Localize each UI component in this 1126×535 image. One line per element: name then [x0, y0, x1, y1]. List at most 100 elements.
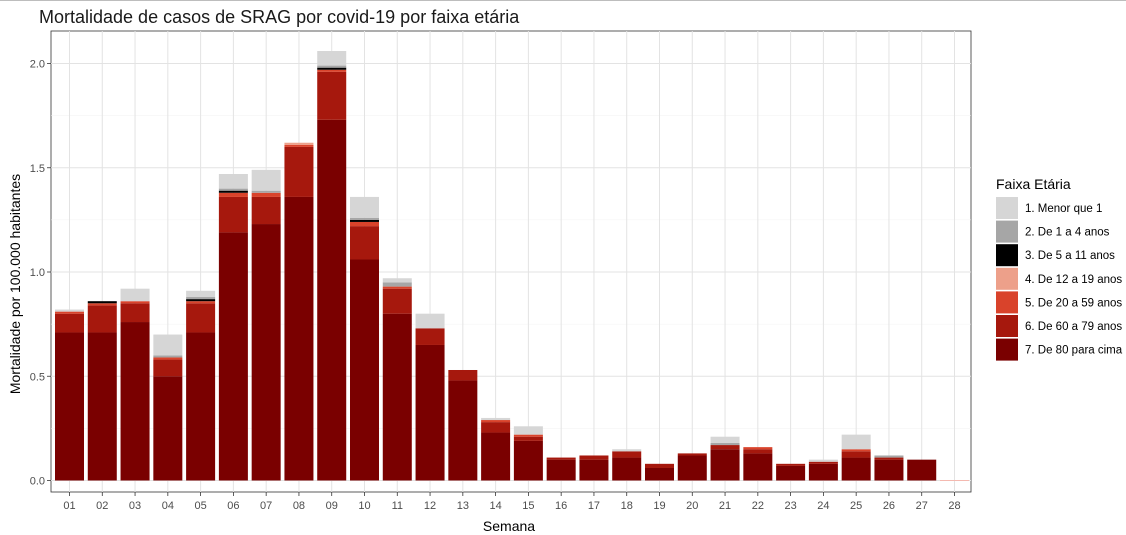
- bar-segment: [481, 420, 511, 423]
- bar-segment: [350, 226, 379, 260]
- y-tick-label: 2.0: [30, 59, 45, 71]
- x-tick-label: 17: [588, 500, 600, 512]
- legend-swatch: [996, 244, 1018, 267]
- bar-segment: [612, 451, 642, 458]
- bar-segment: [120, 301, 150, 304]
- legend-swatch: [996, 267, 1018, 290]
- bar-segment: [808, 459, 838, 462]
- legend-swatch: [996, 197, 1018, 219]
- bar-segment: [218, 192, 248, 197]
- top-rule: [0, 0, 1126, 1]
- bar-segment: [120, 303, 150, 323]
- x-tick-label: 04: [162, 500, 174, 512]
- legend-label: 5. De 20 a 59 anos: [1025, 297, 1122, 309]
- x-tick-label: 11: [392, 500, 403, 512]
- bar-segment: [874, 457, 904, 460]
- bar-segment: [317, 50, 347, 66]
- bar-segment: [87, 332, 117, 481]
- bar-segment: [186, 297, 216, 300]
- bar-segment: [87, 303, 117, 306]
- bar-segment: [55, 311, 84, 314]
- bar-segment: [251, 169, 281, 191]
- x-tick-label: 19: [653, 500, 665, 512]
- x-tick-label: 18: [621, 500, 633, 512]
- x-tick-label: 23: [784, 500, 796, 512]
- x-axis-title: Semana: [483, 518, 535, 534]
- bar-segment: [317, 69, 347, 72]
- bar-segment: [841, 434, 871, 450]
- x-tick-label: 01: [63, 500, 75, 512]
- bar-segment: [645, 463, 674, 468]
- bar-segment: [382, 282, 412, 287]
- bar-segment: [382, 278, 412, 283]
- x-tick-label: 21: [719, 500, 731, 512]
- legend-swatch: [996, 338, 1018, 361]
- bar-segment: [481, 417, 511, 421]
- bar-segment: [513, 434, 543, 437]
- bar-segment: [710, 436, 740, 443]
- bar-segment: [55, 309, 84, 312]
- x-tick-label: 07: [260, 500, 272, 512]
- bar-segment: [218, 190, 248, 193]
- bar-segment: [382, 286, 412, 289]
- bars: [55, 50, 969, 481]
- bar-segment: [350, 259, 379, 481]
- legend-swatch: [996, 315, 1018, 337]
- bar-segment: [645, 467, 674, 481]
- bar-segment: [808, 463, 838, 481]
- bar-segment: [546, 459, 576, 481]
- bar-segment: [284, 146, 314, 197]
- bar-segment: [415, 313, 445, 329]
- bar-segment: [218, 174, 248, 189]
- bar-segment: [284, 142, 314, 145]
- bar-segment: [874, 455, 904, 458]
- x-tick-label: 13: [457, 500, 469, 512]
- x-tick-label: 03: [129, 500, 141, 512]
- bar-segment: [317, 67, 347, 70]
- bar-segment: [218, 196, 248, 233]
- bar-segment: [87, 301, 117, 304]
- x-tick-label: 24: [817, 500, 829, 512]
- bar-segment: [677, 453, 707, 456]
- bar-segment: [186, 290, 216, 298]
- y-tick-label: 0.0: [30, 476, 45, 488]
- bar-segment: [513, 440, 543, 481]
- x-tick-label: 27: [916, 500, 928, 512]
- bar-segment: [743, 453, 773, 481]
- bar-segment: [153, 357, 183, 360]
- legend-label: 1. Menor que 1: [1025, 203, 1102, 215]
- x-tick-label: 16: [555, 500, 567, 512]
- bar-segment: [874, 459, 904, 481]
- bar-segment: [153, 334, 183, 356]
- bar-segment: [382, 288, 412, 314]
- y-axis-title: Mortalidade por 100.000 habitantes: [7, 174, 23, 394]
- bar-segment: [186, 332, 216, 481]
- legend-label: 4. De 12 a 19 anos: [1025, 274, 1122, 286]
- x-tick-label: 14: [489, 500, 501, 512]
- x-tick-label: 25: [850, 500, 862, 512]
- y-tick-label: 1.5: [30, 163, 45, 175]
- x-tick-label: 09: [326, 500, 338, 512]
- bar-segment: [841, 451, 871, 458]
- bar-segment: [186, 301, 216, 304]
- legend: 1. Menor que 1 2. De 1 a 4 anos 3. De 5 a …: [996, 197, 1123, 361]
- bar-segment: [251, 192, 281, 197]
- bar-segment: [513, 436, 543, 441]
- bar-segment: [612, 449, 642, 452]
- bar-segment: [251, 224, 281, 481]
- x-tick-label: 15: [522, 500, 534, 512]
- bar-segment: [481, 422, 511, 433]
- bar-segment: [677, 455, 707, 481]
- bar-segment: [481, 432, 511, 481]
- bar-segment: [120, 288, 150, 302]
- y-tick-label: 0.5: [30, 371, 45, 383]
- legend-swatch: [996, 220, 1018, 243]
- bar-segment: [448, 380, 478, 481]
- bar-segment: [448, 369, 478, 381]
- legend-label: 3. De 5 a 11 anos: [1025, 250, 1115, 262]
- x-tick-label: 02: [96, 500, 108, 512]
- x-tick-label: 28: [948, 500, 960, 512]
- bar-segment: [251, 190, 281, 193]
- legend-label: 2. De 1 a 4 anos: [1025, 227, 1110, 239]
- bar-segment: [218, 232, 248, 481]
